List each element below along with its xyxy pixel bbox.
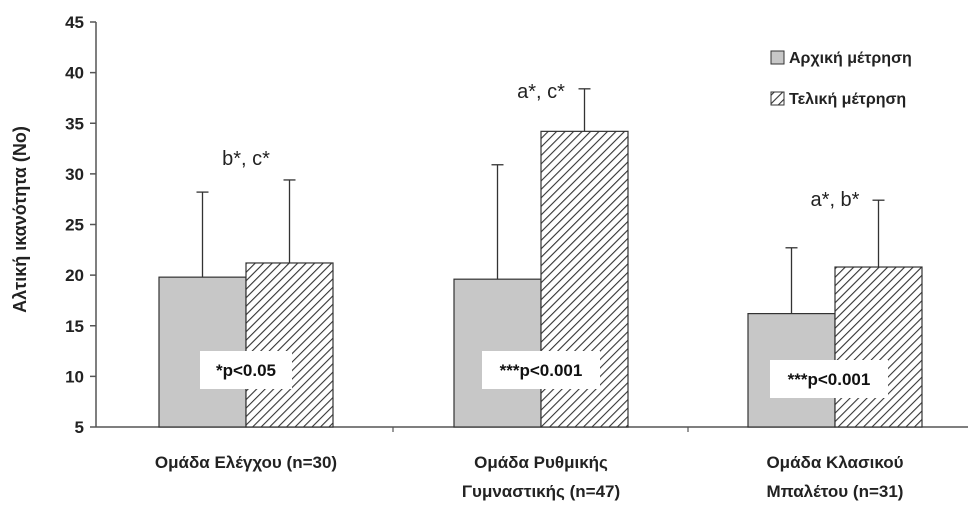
y-tick-label: 40 (65, 64, 84, 83)
y-tick-label: 35 (65, 114, 84, 133)
significance-annotation: a*, c* (517, 81, 565, 103)
y-axis-title: Αλτική ικανότητα (No) (10, 126, 30, 313)
p-value-label: ***p<0.001 (788, 370, 871, 389)
y-tick-label: 15 (65, 317, 84, 336)
y-tick-label: 5 (75, 418, 84, 437)
p-value-box (482, 351, 600, 389)
significance-annotation: b*, c* (222, 148, 270, 170)
y-tick-label: 30 (65, 165, 84, 184)
p-value-box (200, 351, 292, 389)
y-tick-label: 25 (65, 216, 84, 235)
significance-annotation: a*, b* (811, 189, 860, 211)
p-value-label: *p<0.05 (216, 361, 276, 380)
x-category-label: Ομάδα Ελέγχου (n=30) (155, 453, 337, 472)
legend-label: Τελική μέτρηση (789, 91, 906, 108)
x-category-label: Γυμναστικής (n=47) (462, 482, 620, 501)
p-value-box (770, 360, 888, 398)
legend-label: Αρχική μέτρηση (789, 50, 912, 67)
legend-swatch (770, 50, 785, 65)
bar-final (834, 266, 923, 428)
p-value-label: ***p<0.001 (500, 361, 583, 380)
x-category-label: Ομάδα Κλασικού (766, 453, 903, 472)
x-category-label: Μπαλέτου (n=31) (767, 482, 904, 501)
bar-final (245, 262, 334, 428)
y-tick-label: 45 (65, 13, 84, 32)
y-tick-label: 20 (65, 266, 84, 285)
x-category-label: Ομάδα Ρυθμικής (474, 453, 608, 472)
y-tick-label: 10 (65, 367, 84, 386)
legend-swatch (770, 91, 785, 106)
